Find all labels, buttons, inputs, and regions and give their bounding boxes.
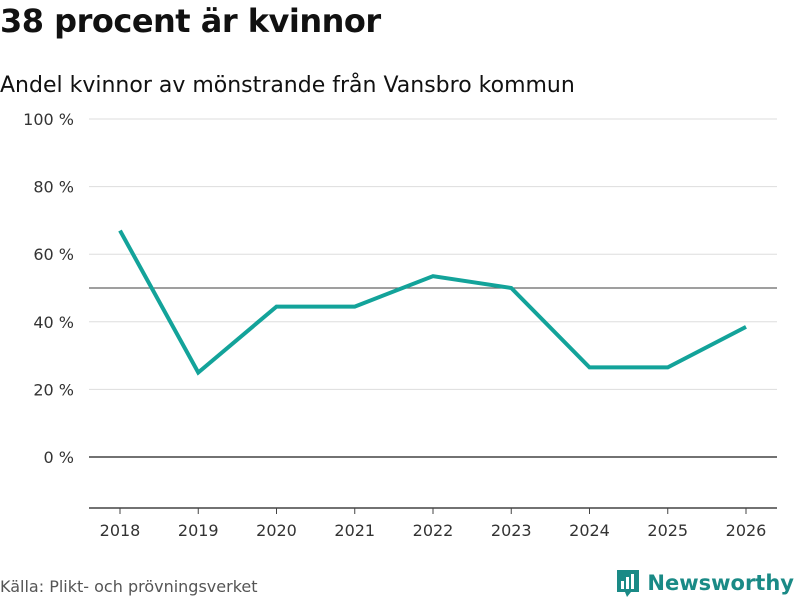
- x-tick-label: 2019: [178, 521, 219, 540]
- brand-logo: Newsworthy: [615, 568, 794, 598]
- y-tick-label: 40 %: [33, 313, 74, 332]
- x-tick-label: 2026: [726, 521, 767, 540]
- x-tick-label: 2023: [491, 521, 532, 540]
- x-tick-label: 2025: [647, 521, 688, 540]
- y-tick-label: 100 %: [23, 110, 74, 129]
- y-tick-label: 80 %: [33, 178, 74, 197]
- y-tick-label: 20 %: [33, 380, 74, 399]
- newsworthy-logo-icon: [617, 570, 640, 597]
- x-tick-label: 2020: [256, 521, 297, 540]
- x-tick-label: 2021: [334, 521, 375, 540]
- chart-title: 38 procent är kvinnor: [0, 2, 381, 40]
- brand-name: Newsworthy: [647, 571, 794, 595]
- line-chart: 0 % 20 % 40 % 60 % 80 % 100 % 2018 2019 2020 2021…: [23, 110, 777, 540]
- x-tick-label: 2022: [413, 521, 454, 540]
- y-tick-label: 0 %: [44, 448, 74, 467]
- y-tick-label: 60 %: [33, 245, 74, 264]
- chart-subtitle: Andel kvinnor av mönstrande från Vansbro…: [0, 73, 575, 98]
- source-note: Källa: Plikt- och prövningsverket: [0, 577, 258, 596]
- x-tick-label: 2024: [569, 521, 610, 540]
- x-tick-label: 2018: [100, 521, 141, 540]
- series-line: [118, 229, 747, 376]
